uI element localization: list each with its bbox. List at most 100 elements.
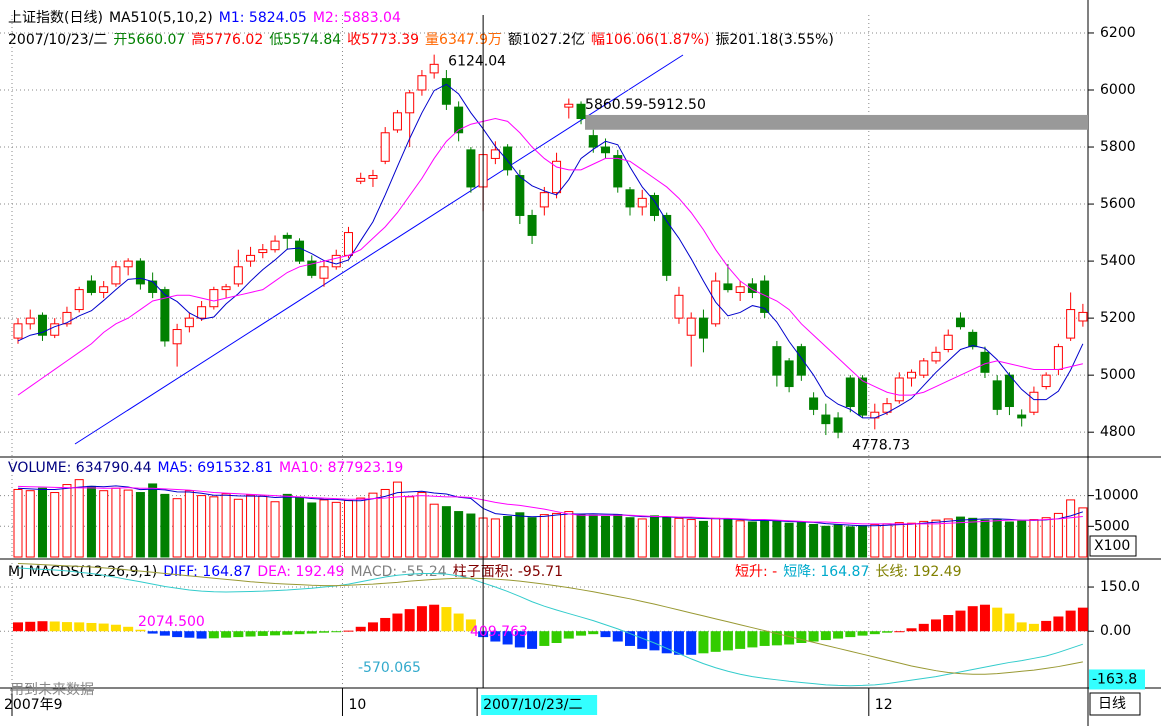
- macd-bar: [404, 609, 415, 632]
- ma-line: [17, 567, 1084, 687]
- candle-body: [99, 286, 109, 293]
- volume-bar: [172, 498, 182, 558]
- volume-bar: [1004, 521, 1014, 558]
- candle-body: [282, 234, 292, 239]
- header-item: MA10: 877923.19: [279, 460, 403, 476]
- candle-body: [674, 294, 684, 319]
- volume-bar: [246, 494, 256, 558]
- macd-bar: [367, 622, 378, 632]
- volume-bar: [833, 524, 843, 558]
- macd-bar: [184, 631, 195, 638]
- macd-bar: [514, 631, 525, 648]
- candle-body: [539, 192, 549, 208]
- candle-body: [503, 146, 513, 171]
- candle-body: [980, 351, 990, 373]
- macd-bar: [698, 631, 709, 654]
- volume-bar: [943, 518, 953, 558]
- header: 短升: - 短降: 164.87 长线: 192.49: [735, 564, 962, 580]
- volume-bar: [184, 490, 194, 558]
- candle-body: [894, 377, 904, 402]
- macd-bar: [1004, 613, 1015, 632]
- macd-bar: [551, 631, 562, 643]
- volume-bar: [711, 517, 721, 558]
- macd-bar: [429, 604, 440, 632]
- volume-bar: [417, 492, 427, 558]
- volume-bar: [270, 501, 280, 558]
- macd-bar: [796, 631, 807, 643]
- header-item: M1: 5824.05: [219, 10, 307, 26]
- header-item: 上证指数(日线): [8, 10, 103, 26]
- macd-bar: [747, 631, 758, 648]
- candle-body: [1017, 414, 1027, 419]
- macd-bar: [612, 631, 623, 642]
- macd-bar: [270, 631, 281, 636]
- candle-body: [160, 289, 170, 342]
- volume-bar: [111, 487, 121, 558]
- peak-label: 6124.04: [448, 54, 506, 70]
- volume-bar: [86, 485, 96, 558]
- volume-bar: [698, 520, 708, 558]
- candle-body: [723, 283, 733, 291]
- x-tick-label: 10: [348, 697, 366, 713]
- macd-bar: [380, 617, 391, 632]
- candle-body: [209, 289, 219, 308]
- candle-body: [588, 135, 598, 148]
- macd-bar: [13, 622, 23, 632]
- volume-bar: [282, 493, 292, 558]
- candle-body: [747, 283, 757, 293]
- candle-body: [148, 280, 158, 293]
- candle-body: [25, 317, 35, 325]
- macd-bar: [319, 631, 329, 633]
- candle-body: [845, 377, 855, 408]
- macd-annotation: 2074.500: [138, 614, 205, 630]
- macd-bar: [722, 631, 733, 651]
- volume-bar: [99, 490, 109, 558]
- header-item: 低5574.84: [269, 32, 341, 48]
- volume-bar: [319, 499, 329, 558]
- volume-bar: [760, 519, 770, 558]
- volume-bar: [503, 515, 513, 558]
- volume-bar: [845, 526, 855, 558]
- volume-bar: [662, 516, 672, 558]
- header-item: MJ MACDS(12,26,9,1): [8, 564, 157, 580]
- candle-body: [62, 311, 72, 325]
- macd-bar: [1028, 623, 1039, 632]
- macd-bar: [710, 631, 721, 652]
- macd-bar: [649, 631, 660, 651]
- macd-bar: [123, 626, 134, 632]
- candle-body: [1004, 374, 1014, 408]
- y-tick-label: 5600: [1100, 196, 1136, 212]
- macd-bar: [943, 615, 954, 632]
- volume-bar: [539, 514, 549, 558]
- header-item: 短升: -: [735, 564, 777, 580]
- candle-body: [13, 323, 23, 339]
- volume-bar: [441, 506, 451, 558]
- macd-bar: [808, 631, 819, 642]
- candle-body: [246, 254, 256, 262]
- y-tick-label: 150.0: [1100, 579, 1140, 595]
- candle-body: [221, 286, 231, 291]
- macd-bar: [784, 631, 795, 645]
- candle-body: [662, 214, 672, 276]
- header-item: M2: 5883.04: [313, 10, 401, 26]
- ma-line: [17, 562, 1083, 675]
- candle-body: [637, 197, 647, 208]
- candle-body: [968, 331, 978, 348]
- candle-body: [295, 240, 305, 262]
- macd-bar: [49, 621, 60, 632]
- volume-bar: [392, 481, 402, 558]
- volume-bar: [858, 525, 868, 558]
- candle-body: [111, 266, 121, 285]
- candle-body: [919, 360, 929, 376]
- candle-body: [821, 414, 831, 425]
- candle-body: [772, 346, 782, 376]
- volume-bar: [197, 495, 207, 558]
- candle-body: [490, 149, 500, 159]
- macd-bar: [1065, 610, 1076, 632]
- candle-body: [1078, 311, 1088, 322]
- ma-line: [17, 485, 1084, 527]
- macd-bar: [355, 626, 366, 632]
- macd-bar: [74, 622, 85, 632]
- volume-bar: [50, 492, 60, 558]
